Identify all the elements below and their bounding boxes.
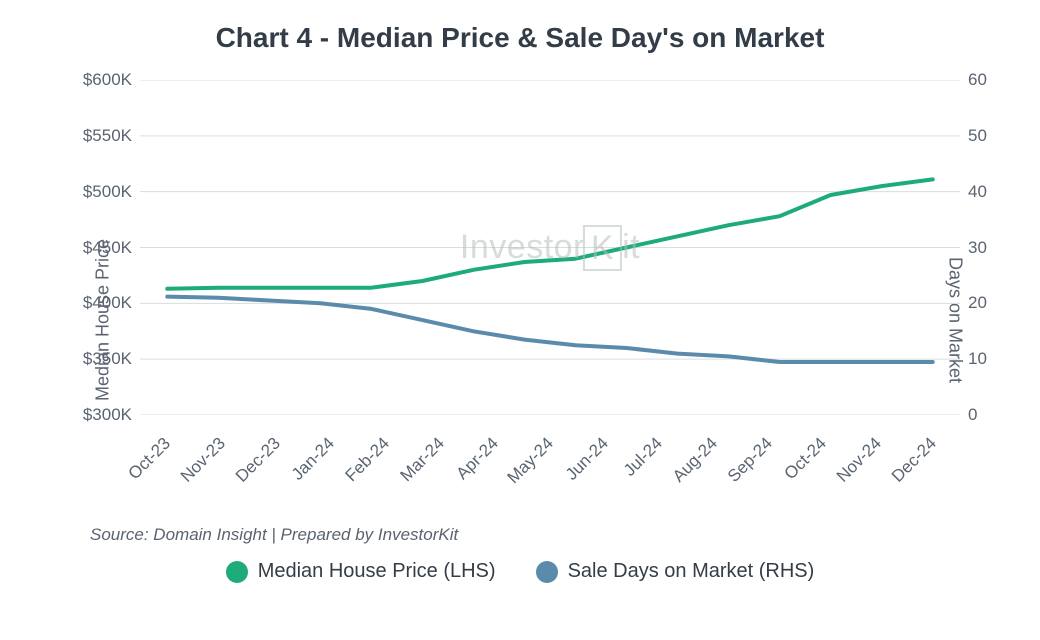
ytick-right: 20 bbox=[960, 293, 987, 313]
ytick-left: $300K bbox=[83, 405, 140, 425]
legend: Median House Price (LHS) Sale Days on Mar… bbox=[0, 560, 1040, 589]
chart-container: Chart 4 - Median Price & Sale Day's on M… bbox=[0, 0, 1040, 640]
series-line-0 bbox=[167, 179, 932, 288]
legend-item: Median House Price (LHS) bbox=[226, 560, 496, 583]
xtick: Dec-24 bbox=[886, 432, 940, 486]
xtick: Oct-24 bbox=[779, 432, 831, 484]
ytick-left: $400K bbox=[83, 293, 140, 313]
legend-label: Median House Price (LHS) bbox=[258, 560, 496, 583]
ytick-right: 40 bbox=[960, 182, 987, 202]
ytick-left: $600K bbox=[83, 70, 140, 90]
ytick-right: 0 bbox=[960, 405, 977, 425]
xtick: Jun-24 bbox=[560, 432, 612, 484]
legend-swatch bbox=[536, 561, 558, 583]
xtick: Jan-24 bbox=[287, 432, 339, 484]
xtick: Jul-24 bbox=[619, 432, 667, 480]
xtick: Oct-23 bbox=[123, 432, 175, 484]
ytick-left: $450K bbox=[83, 238, 140, 258]
ytick-right: 10 bbox=[960, 349, 987, 369]
ytick-right: 50 bbox=[960, 126, 987, 146]
ytick-left: $550K bbox=[83, 126, 140, 146]
legend-label: Sale Days on Market (RHS) bbox=[568, 560, 815, 583]
xtick: Dec-23 bbox=[230, 432, 284, 486]
xtick: Nov-24 bbox=[831, 432, 885, 486]
series-line-1 bbox=[167, 297, 932, 362]
xtick: Feb-24 bbox=[340, 432, 394, 486]
xtick: Apr-24 bbox=[451, 432, 503, 484]
ytick-left: $350K bbox=[83, 349, 140, 369]
xtick: Nov-23 bbox=[175, 432, 229, 486]
xtick: Aug-24 bbox=[667, 432, 721, 486]
legend-item: Sale Days on Market (RHS) bbox=[536, 560, 815, 583]
source-text: Source: Domain Insight | Prepared by Inv… bbox=[90, 525, 458, 545]
xtick: Sep-24 bbox=[722, 432, 776, 486]
xtick: May-24 bbox=[502, 432, 558, 488]
y-axis-left-label: Median House Price bbox=[93, 239, 114, 401]
plot-area: InvestorKit $300K$350K$400K$450K$500K$55… bbox=[140, 80, 960, 415]
ytick-right: 60 bbox=[960, 70, 987, 90]
legend-swatch bbox=[226, 561, 248, 583]
plot-svg bbox=[140, 80, 960, 415]
xtick: Mar-24 bbox=[395, 432, 449, 486]
chart-title: Chart 4 - Median Price & Sale Day's on M… bbox=[0, 22, 1040, 54]
ytick-left: $500K bbox=[83, 182, 140, 202]
ytick-right: 30 bbox=[960, 238, 987, 258]
